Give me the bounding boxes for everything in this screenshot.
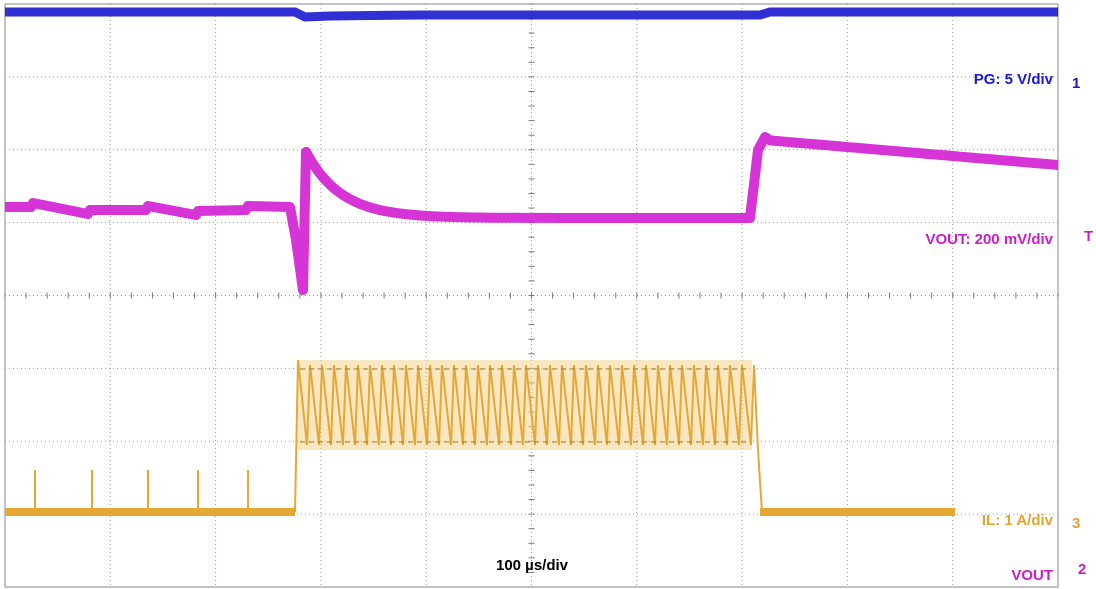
il-ripple	[294, 359, 763, 513]
channel-label: IL: 1 A/div	[982, 512, 1054, 529]
il-envelope	[300, 368, 750, 443]
channel-marker: 1	[1072, 75, 1080, 92]
vout-trace	[5, 132, 1059, 295]
channel-marker: 2	[1078, 561, 1086, 578]
channel-marker: T	[1084, 228, 1093, 245]
traces	[5, 7, 1059, 516]
channel-marker: 3	[1072, 515, 1080, 532]
timebase-label: 100 µs/div	[496, 557, 569, 574]
pg-trace	[5, 7, 1058, 22]
channel-label: VOUT: 200 mV/div	[925, 231, 1053, 248]
channel-label: VOUT	[1011, 567, 1053, 584]
channel-label: PG: 5 V/div	[974, 71, 1054, 88]
